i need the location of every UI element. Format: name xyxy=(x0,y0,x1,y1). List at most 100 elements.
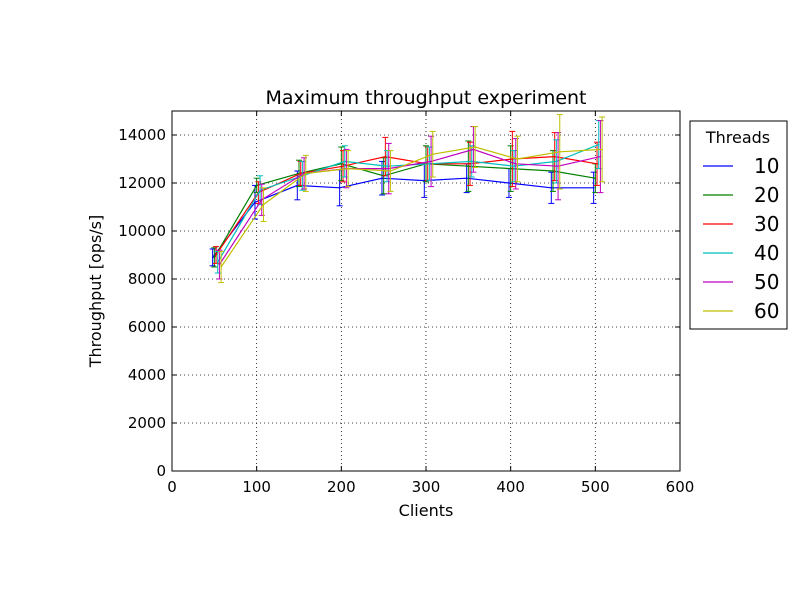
data-point xyxy=(343,160,346,163)
data-point xyxy=(384,155,387,158)
data-point xyxy=(557,165,559,167)
error-bar xyxy=(218,250,225,284)
legend-label: 10 xyxy=(754,154,779,178)
error-bar xyxy=(599,116,606,183)
data-point xyxy=(511,158,514,160)
legend-title: Threads xyxy=(705,128,770,147)
legend-label: 20 xyxy=(754,183,779,207)
data-point xyxy=(262,203,265,206)
data-point xyxy=(508,182,510,184)
y-tick-label: 12000 xyxy=(118,174,166,192)
x-tick-label: 300 xyxy=(412,478,441,496)
data-point xyxy=(474,146,476,148)
x-tick-label: 400 xyxy=(496,478,525,496)
y-tick-label: 14000 xyxy=(118,126,166,144)
error-bar xyxy=(472,126,479,168)
legend-entry-60: 60 xyxy=(703,299,779,323)
data-point xyxy=(601,148,603,151)
x-tick-label: 500 xyxy=(581,478,610,496)
data-point xyxy=(509,167,512,170)
chart-title: Maximum throughput experiment xyxy=(265,87,586,109)
legend-label: 30 xyxy=(754,212,779,236)
data-point xyxy=(470,160,473,163)
data-point xyxy=(220,266,222,268)
series-line-60 xyxy=(220,146,603,268)
data-point xyxy=(592,187,595,189)
data-point xyxy=(553,155,556,158)
axis-ticks: 0 100 200 300 400 500 600020004000600080001000… xyxy=(118,111,694,496)
data-point xyxy=(596,163,598,165)
data-point xyxy=(550,187,553,189)
data-point xyxy=(469,163,471,165)
data-point xyxy=(254,201,256,203)
data-point xyxy=(259,189,261,191)
legend-entry-20: 20 xyxy=(703,183,779,207)
data-point xyxy=(216,261,219,264)
error-bar xyxy=(514,135,521,183)
error-bar xyxy=(260,187,267,222)
series-line-10 xyxy=(212,177,594,258)
legend-entry-10: 10 xyxy=(703,154,779,178)
data-point xyxy=(558,151,561,153)
data-point xyxy=(431,153,434,155)
series-line-50 xyxy=(218,148,601,265)
y-tick-label: 8000 xyxy=(128,270,166,288)
y-tick-label: 10000 xyxy=(118,222,166,240)
legend-entry-50: 50 xyxy=(703,270,779,294)
error-bar xyxy=(378,160,385,196)
data-point xyxy=(594,177,597,179)
series-layer xyxy=(209,114,606,284)
data-point xyxy=(389,170,392,172)
data-point xyxy=(555,160,558,163)
data-point xyxy=(387,167,390,170)
legend-label: 50 xyxy=(754,270,779,294)
error-bar xyxy=(509,130,516,188)
series-line-20 xyxy=(213,163,596,258)
y-tick-label: 0 xyxy=(156,462,166,480)
data-point xyxy=(340,163,343,165)
data-point xyxy=(299,172,302,175)
data-point xyxy=(215,254,217,256)
data-point xyxy=(218,263,221,266)
y-tick-label: 6000 xyxy=(128,318,166,336)
error-bar xyxy=(429,130,436,178)
data-point xyxy=(381,177,383,179)
data-point xyxy=(513,165,515,167)
error-bar xyxy=(387,150,394,192)
x-tick-label: 0 xyxy=(167,478,177,496)
series-20 xyxy=(211,140,599,268)
x-tick-label: 600 xyxy=(666,478,695,496)
legend-entry-40: 40 xyxy=(703,241,779,265)
data-point xyxy=(514,163,517,165)
legend-entries: 10 20 30 40 50 60 xyxy=(703,154,779,323)
error-bar xyxy=(338,146,345,182)
data-point xyxy=(552,170,554,172)
data-point xyxy=(347,167,349,170)
legend-label: 60 xyxy=(754,299,779,323)
data-point xyxy=(472,148,475,151)
data-point xyxy=(342,165,344,167)
data-point xyxy=(465,177,468,179)
legend: Threads 10 20 30 40 50 60 xyxy=(689,120,788,330)
data-point xyxy=(255,184,258,187)
data-point xyxy=(304,172,307,175)
data-point xyxy=(211,256,214,259)
data-point xyxy=(599,155,602,158)
data-point xyxy=(428,163,431,165)
y-axis-label: Throughput [ops/s] xyxy=(86,215,105,369)
data-point xyxy=(260,199,263,201)
series-10 xyxy=(209,160,597,267)
error-bar xyxy=(465,140,472,192)
y-tick-label: 2000 xyxy=(128,414,166,432)
x-tick-label: 100 xyxy=(242,478,271,496)
legend-frame xyxy=(689,120,788,330)
data-point xyxy=(516,158,519,160)
data-point xyxy=(386,165,388,167)
x-axis-label: Clients xyxy=(399,501,454,520)
y-tick-label: 4000 xyxy=(128,366,166,384)
error-bar xyxy=(302,154,309,192)
series-60 xyxy=(218,114,606,284)
data-point xyxy=(430,160,432,163)
